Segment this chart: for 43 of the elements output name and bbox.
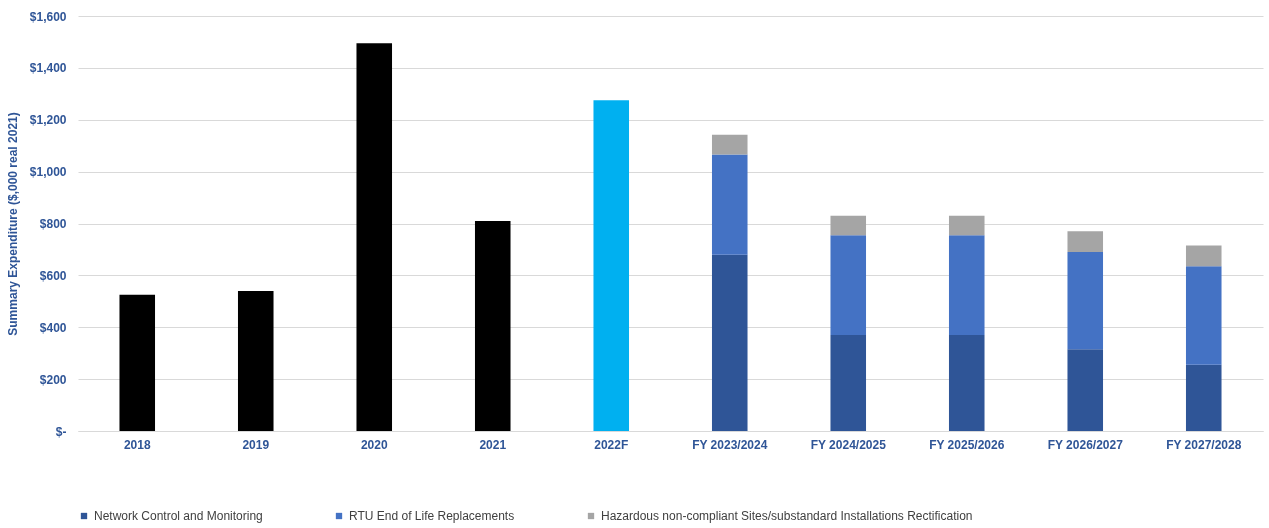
y-tick-label: $1,600 bbox=[29, 9, 67, 24]
bar bbox=[1067, 231, 1104, 253]
bar bbox=[1067, 349, 1104, 431]
x-tick-label: 2022F bbox=[594, 437, 629, 452]
legend-label: Hazardous non-compliant Sites/substandard Installations Rectification bbox=[601, 509, 973, 523]
bar bbox=[830, 335, 867, 431]
bar bbox=[830, 215, 867, 236]
x-tick-label: FY 2024/2025 bbox=[810, 437, 887, 452]
bar bbox=[711, 154, 748, 255]
bar bbox=[1185, 266, 1222, 365]
y-tick-label: $- bbox=[55, 424, 67, 439]
bar bbox=[948, 215, 985, 236]
y-tick-label: $1,000 bbox=[29, 165, 67, 180]
bar bbox=[830, 235, 867, 336]
x-tick-label: 2020 bbox=[360, 437, 388, 452]
bar bbox=[119, 294, 156, 431]
x-tick-label: FY 2027/2028 bbox=[1166, 437, 1242, 452]
x-tick-label: 2019 bbox=[242, 437, 270, 452]
bar bbox=[948, 235, 985, 336]
legend-label: Network Control and Monitoring bbox=[94, 509, 263, 523]
legend-label: RTU End of Life Replacements bbox=[349, 509, 515, 523]
bar bbox=[1067, 252, 1104, 350]
bar bbox=[237, 290, 274, 431]
bar bbox=[711, 254, 748, 431]
bar bbox=[711, 134, 748, 155]
y-tick-label: $1,200 bbox=[29, 113, 67, 128]
y-tick-label: $800 bbox=[39, 217, 67, 231]
y-tick-label: $400 bbox=[39, 320, 67, 335]
y-axis-title: Summary Expenditure ($,000 real 2021) bbox=[5, 112, 20, 336]
bar bbox=[474, 220, 511, 431]
x-tick-label: 2021 bbox=[479, 437, 507, 452]
bar bbox=[356, 43, 393, 431]
bar bbox=[593, 100, 630, 431]
bar bbox=[1185, 245, 1222, 267]
bar bbox=[948, 335, 985, 431]
y-tick-label: $600 bbox=[39, 268, 67, 283]
y-tick-label: $200 bbox=[39, 372, 67, 387]
x-tick-label: FY 2025/2026 bbox=[929, 437, 1005, 452]
bar bbox=[1185, 364, 1222, 431]
y-tick-label: $1,400 bbox=[29, 61, 67, 76]
x-tick-label: FY 2026/2027 bbox=[1047, 437, 1124, 452]
x-tick-label: FY 2023/2024 bbox=[692, 437, 768, 452]
x-tick-label: 2018 bbox=[123, 437, 151, 452]
